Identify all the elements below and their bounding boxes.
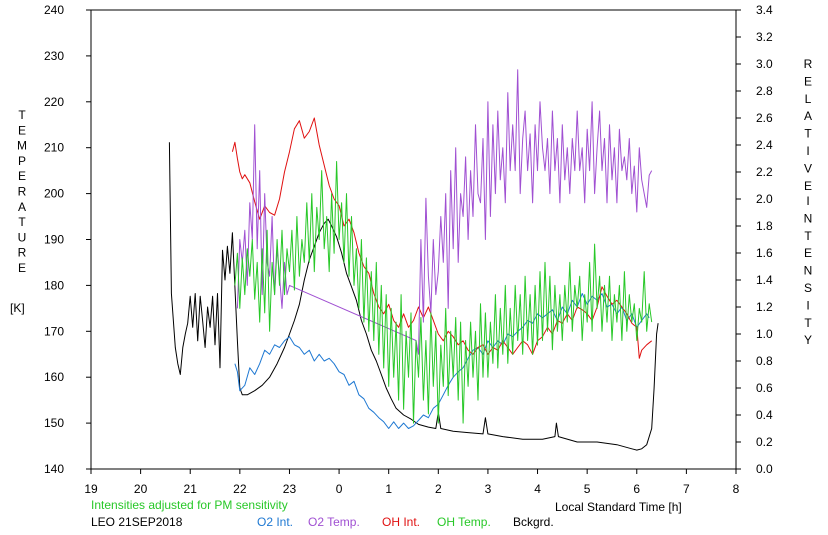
left-axis-letter: A: [18, 200, 26, 214]
left-axis-letter: P: [18, 154, 26, 168]
right-tick-label: 1.6: [756, 246, 773, 260]
right-axis-letter: E: [804, 246, 812, 260]
right-axis-letter: S: [804, 281, 812, 295]
legend-oh-temp: OH Temp.: [437, 515, 491, 529]
right-axis-letter: T: [804, 127, 812, 141]
left-axis-letter: E: [18, 123, 26, 137]
left-axis-letter: M: [17, 139, 27, 153]
left-axis-unit: [K]: [10, 301, 25, 315]
left-tick-label: 190: [44, 233, 64, 247]
x-tick-label: 1: [385, 482, 392, 496]
left-axis-ticks: 140 150 160 170 180 190 200 210 220 230 240: [44, 3, 91, 476]
x-tick-label: 5: [584, 482, 591, 496]
x-tick-label: 19: [84, 482, 98, 496]
x-axis-ticks: 19 20 21 22 23 0 1 2 3 4 5 6 7 8: [84, 469, 740, 496]
left-tick-label: 230: [44, 49, 64, 63]
right-tick-label: 1.2: [756, 300, 773, 314]
left-axis-letter: E: [18, 169, 26, 183]
left-tick-label: 210: [44, 141, 64, 155]
right-axis-ticks: 0.0 0.2 0.4 0.6 0.8 1.0 1.2 1.4 1.6 1.8 2.0 2.2 2.4 2…: [736, 3, 773, 476]
x-tick-label: 2: [435, 482, 442, 496]
x-tick-label: 8: [733, 482, 740, 496]
x-tick-label: 23: [283, 482, 297, 496]
right-axis-letter: T: [804, 229, 812, 243]
adjustment-note: Intensities adjusted for PM sensitivity: [91, 498, 288, 512]
right-axis-letter: I: [806, 144, 809, 158]
right-tick-label: 2.4: [756, 138, 773, 152]
left-tick-label: 180: [44, 278, 64, 292]
x-tick-label: 7: [683, 482, 690, 496]
left-tick-label: 170: [44, 324, 64, 338]
right-tick-label: 3.4: [756, 3, 773, 17]
x-tick-label: 0: [336, 482, 343, 496]
right-axis-letter: N: [804, 211, 813, 225]
series-oh-temp: [234, 161, 653, 424]
left-axis-letter: T: [18, 215, 26, 229]
x-tick-label: 3: [485, 482, 492, 496]
x-tick-label: 20: [134, 482, 148, 496]
right-axis-letter: R: [804, 57, 813, 71]
x-axis-label: Local Standard Time [h]: [555, 500, 682, 514]
right-tick-label: 1.4: [756, 273, 773, 287]
left-axis-letter: R: [18, 246, 27, 260]
right-tick-label: 3.0: [756, 57, 773, 71]
legend-bckgrd: Bckgrd.: [513, 515, 554, 529]
right-axis-letter: E: [804, 179, 812, 193]
left-tick-label: 150: [44, 416, 64, 430]
right-tick-label: 0.2: [756, 435, 773, 449]
right-tick-label: 0.4: [756, 408, 773, 422]
left-axis-letter: T: [18, 108, 26, 122]
series-layer: [168, 69, 659, 451]
right-tick-label: 1.8: [756, 219, 773, 233]
left-tick-label: 140: [44, 462, 64, 476]
right-axis-letter: E: [804, 74, 812, 88]
right-tick-label: 1.0: [756, 327, 773, 341]
left-tick-label: 220: [44, 95, 64, 109]
x-tick-label: 22: [233, 482, 247, 496]
legend-o2-int: O2 Int.: [257, 515, 293, 529]
station-date-label: LEO 21SEP2018: [91, 515, 183, 529]
left-axis-letter: R: [18, 185, 27, 199]
right-axis-letter: I: [806, 298, 809, 312]
right-tick-label: 2.2: [756, 165, 773, 179]
right-axis-letter: A: [804, 109, 812, 123]
right-tick-label: 0.6: [756, 381, 773, 395]
right-tick-label: 0.8: [756, 354, 773, 368]
right-axis-letter: I: [806, 194, 809, 208]
left-axis-letter: E: [18, 261, 26, 275]
series-o2-temp: [236, 69, 653, 355]
right-axis-letter: V: [804, 161, 812, 175]
right-tick-label: 3.2: [756, 30, 773, 44]
right-tick-label: 2.6: [756, 111, 773, 125]
x-tick-label: 21: [184, 482, 198, 496]
left-tick-label: 200: [44, 187, 64, 201]
left-tick-label: 160: [44, 370, 64, 384]
right-axis-letter: N: [804, 264, 813, 278]
right-tick-label: 0.0: [756, 462, 773, 476]
x-tick-label: 6: [633, 482, 640, 496]
plot-frame: [90, 9, 737, 470]
right-axis-letter: T: [804, 316, 812, 330]
right-axis-letter: L: [805, 92, 812, 106]
right-tick-label: 2.0: [756, 192, 773, 206]
right-axis-letter: Y: [804, 333, 812, 347]
left-tick-label: 240: [44, 3, 64, 17]
right-tick-label: 2.8: [756, 84, 773, 98]
legend-oh-int: OH Int.: [382, 515, 420, 529]
x-tick-label: 4: [534, 482, 541, 496]
series-o2-int: [234, 293, 650, 429]
left-axis-letter: U: [18, 230, 27, 244]
legend-o2-temp: O2 Temp.: [308, 515, 360, 529]
